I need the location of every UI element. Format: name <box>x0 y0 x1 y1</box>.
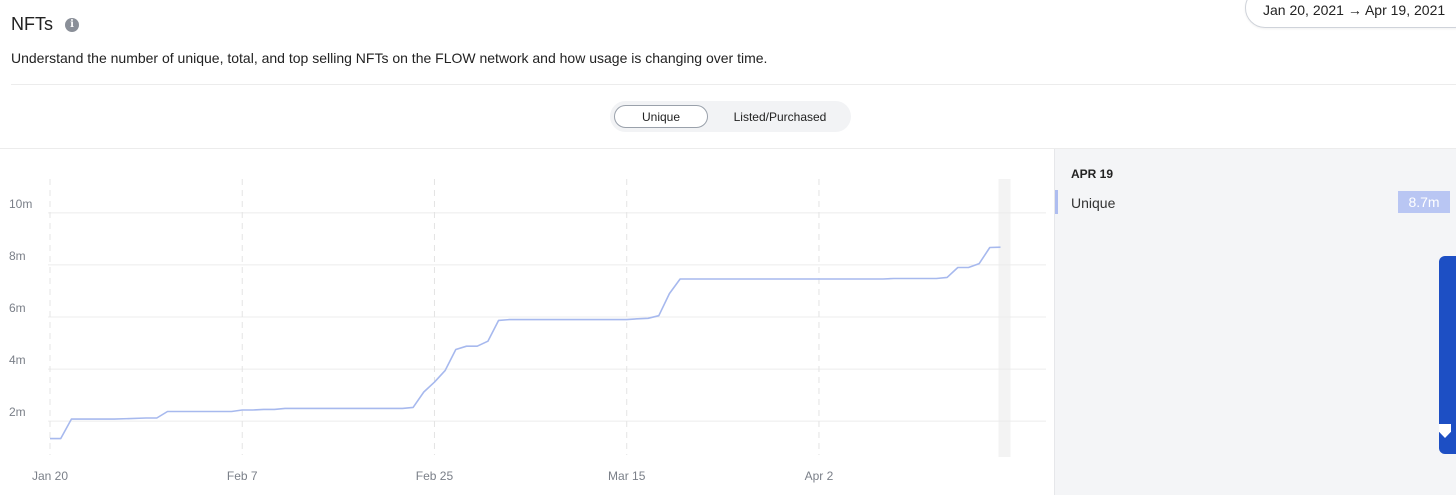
info-icon[interactable]: i <box>65 17 79 32</box>
date-range-picker[interactable]: Jan 20, 2021 → Apr 19, 2021 <box>1245 0 1456 28</box>
divider <box>11 84 1456 85</box>
x-tick-label: Feb 7 <box>227 469 258 483</box>
y-tick-label: 8m <box>9 249 26 263</box>
x-tick-label: Apr 2 <box>805 469 834 483</box>
y-tick-label: 6m <box>9 301 26 315</box>
page-title: NFTs <box>11 14 53 34</box>
hover-band <box>998 179 1011 457</box>
tooltip-series-name: Unique <box>1071 195 1116 211</box>
series-line-unique <box>50 246 1001 440</box>
tooltip-date: APR 19 <box>1071 167 1114 181</box>
x-tick-label: Jan 20 <box>32 469 68 483</box>
series-marker <box>1055 190 1058 214</box>
title-row: NFTs i <box>11 14 79 35</box>
y-tick-label: 4m <box>9 353 26 367</box>
toggle-listed-purchased-button[interactable]: Listed/Purchased <box>733 109 827 124</box>
divider <box>0 148 1456 149</box>
line-chart[interactable]: 2m 4m 6m 8m 10m Jan 20 Feb 7 Feb 25 Mar 15 Apr 2 <box>0 149 1054 495</box>
toggle-unique-button[interactable]: Unique <box>614 105 708 128</box>
view-toggle: Unique Listed/Purchased <box>610 101 851 132</box>
y-tick-label: 10m <box>9 197 32 211</box>
tooltip-panel: APR 19 Unique 8.7m <box>1054 149 1456 495</box>
x-tick-label: Mar 15 <box>608 469 646 483</box>
feedback-tab[interactable] <box>1439 256 1456 454</box>
y-tick-label: 2m <box>9 405 26 419</box>
tooltip-value: 8.7m <box>1398 191 1450 213</box>
page-description: Understand the number of unique, total, … <box>11 50 768 66</box>
x-tick-label: Feb 25 <box>416 469 454 483</box>
feedback-icon <box>1439 424 1451 438</box>
